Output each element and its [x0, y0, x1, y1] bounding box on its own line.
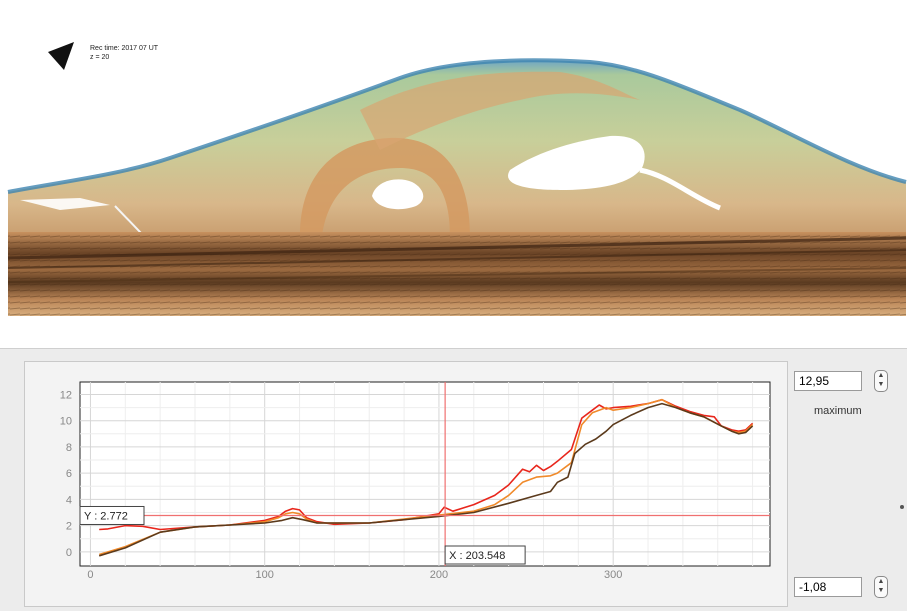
y-tick-label: 0 — [66, 547, 72, 559]
maximum-label: maximum — [814, 405, 862, 417]
x-readout-label: X : 203.548 — [449, 550, 505, 562]
splitter-handle[interactable] — [900, 505, 904, 509]
elevation-map[interactable]: Rec time: 2017 07 UT z = 20 — [0, 0, 907, 330]
arch-ridge — [300, 137, 470, 236]
x-readout-box — [444, 545, 526, 565]
maximum-field[interactable] — [794, 371, 862, 391]
north-arrow-icon — [48, 42, 74, 70]
y-tick-label: 8 — [66, 442, 72, 454]
y-tick-label: 4 — [66, 494, 72, 506]
minimum-field[interactable] — [794, 577, 862, 597]
x-tick-label: 100 — [256, 569, 274, 581]
maximum-stepper[interactable]: ▲ ▼ — [874, 370, 888, 392]
y-tick-label: 2 — [66, 521, 72, 533]
y-tick-label: 12 — [60, 389, 72, 401]
series-line-brown — [98, 402, 754, 557]
x-tick-label: 300 — [604, 569, 622, 581]
series-line-red — [99, 398, 754, 531]
y-tick-label: 6 — [66, 468, 72, 480]
y-tick-label: 10 — [60, 416, 72, 428]
lake-large — [508, 135, 645, 190]
coastline — [7, 58, 907, 194]
y-readout-box — [79, 505, 145, 525]
y-readout-label: Y : 2.772 — [84, 510, 128, 522]
map-zoom-label: z = 20 — [90, 54, 109, 61]
map-time-label: Rec time: 2017 07 UT — [90, 45, 159, 52]
x-tick-label: 200 — [430, 569, 448, 581]
lake-small — [372, 179, 424, 210]
x-tick-label: 0 — [87, 569, 93, 581]
land-area — [8, 60, 906, 240]
minimum-stepper[interactable]: ▲ ▼ — [874, 576, 888, 598]
